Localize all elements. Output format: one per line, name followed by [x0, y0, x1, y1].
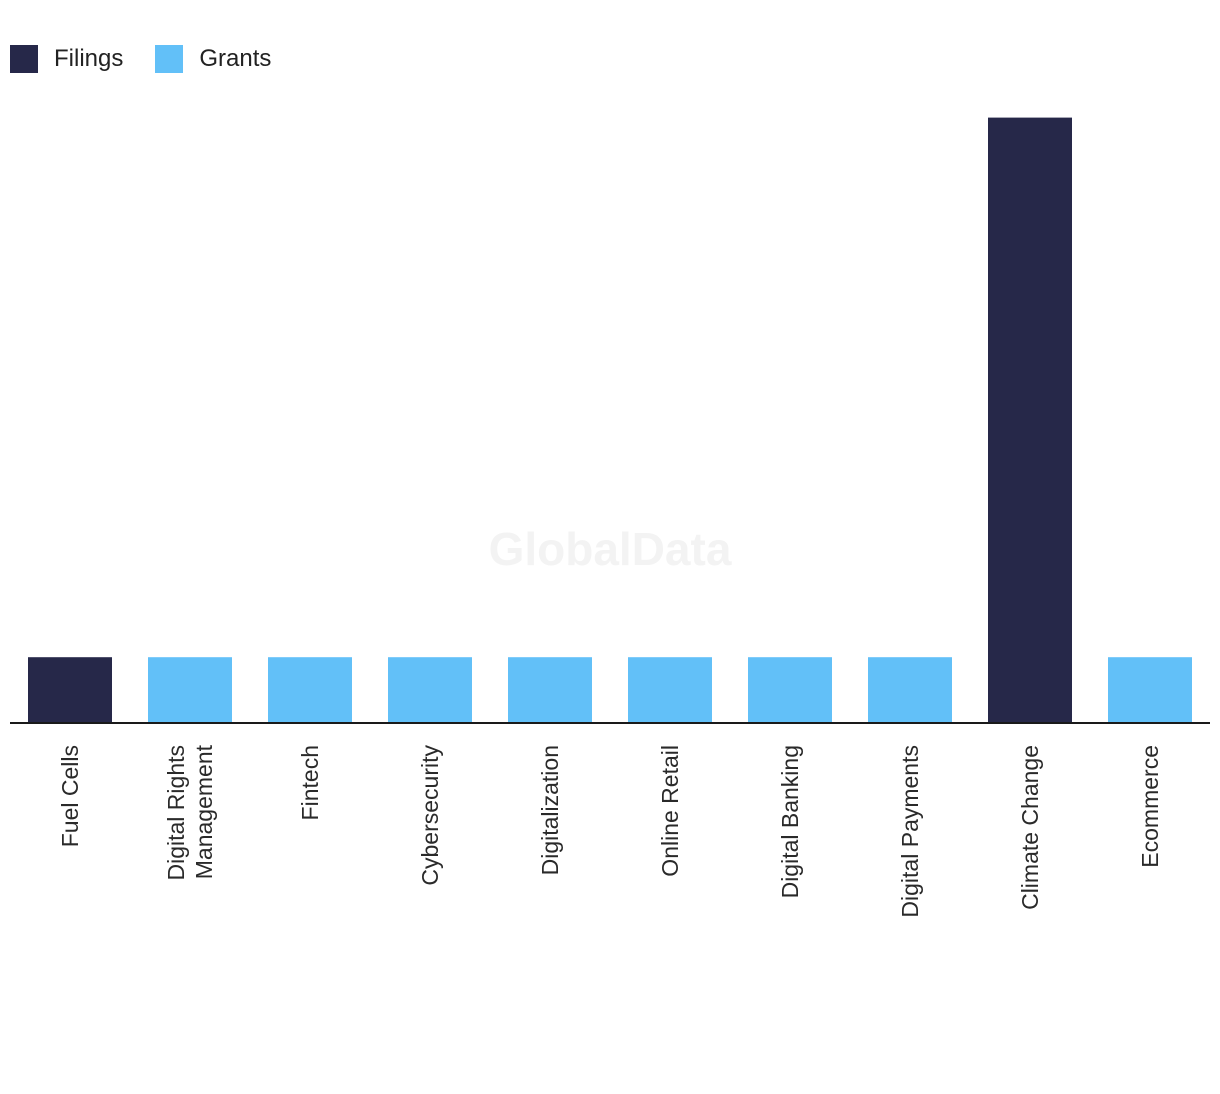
watermark: GlobalData	[489, 523, 732, 575]
x-tick-label: Digital RightsManagement	[163, 744, 217, 880]
bar-fuel-cells	[28, 657, 112, 723]
legend-swatch-filings	[10, 45, 38, 73]
bar-digital-payments	[868, 657, 952, 723]
bar-ecommerce	[1108, 657, 1192, 723]
bars-group	[28, 117, 1192, 724]
x-tick-label: Cybersecurity	[417, 745, 443, 886]
x-tick-label-line: Ecommerce	[1137, 745, 1163, 868]
legend-label-grants: Grants	[199, 45, 272, 72]
x-tick-label: Digital Banking	[777, 745, 803, 898]
x-tick-label-line: Digital Banking	[777, 745, 803, 898]
x-tick-labels: Fuel Cells Digital RightsManagement Fintec…	[57, 744, 1163, 917]
x-tick-label-line: Digital Payments	[897, 745, 923, 918]
bar-digitalization	[508, 657, 592, 723]
x-tick-label-line: Management	[191, 744, 217, 879]
x-tick-label-line: Fintech	[297, 745, 323, 820]
x-tick-label: Digital Payments	[897, 745, 923, 918]
bar-digital-rights-management	[148, 657, 232, 723]
x-tick-label-line: Digitalization	[537, 745, 563, 875]
bar-fintech	[268, 657, 352, 723]
legend: Filings Grants	[10, 44, 303, 74]
x-tick-label: Fintech	[297, 745, 323, 820]
bar-climate-change	[988, 117, 1072, 724]
x-tick-label-line: Digital Rights	[163, 745, 189, 881]
bar-online-retail	[628, 657, 712, 723]
x-tick-label-line: Cybersecurity	[417, 745, 443, 886]
x-tick-label: Climate Change	[1017, 745, 1043, 910]
x-tick-label-line: Climate Change	[1017, 745, 1043, 910]
x-tick-label-line: Online Retail	[657, 745, 683, 877]
legend-swatch-grants	[155, 45, 184, 73]
x-tick-label: Digitalization	[537, 745, 563, 875]
bar-cybersecurity	[388, 657, 472, 723]
legend-item-filings: Filings	[10, 45, 123, 73]
x-tick-label: Online Retail	[657, 745, 683, 877]
bar-digital-banking	[748, 657, 832, 723]
x-tick-label: Fuel Cells	[57, 745, 83, 847]
legend-label-filings: Filings	[54, 45, 124, 72]
x-tick-label-line: Fuel Cells	[57, 745, 83, 847]
x-tick-label: Ecommerce	[1137, 745, 1163, 868]
legend-item-grants: Grants	[155, 45, 271, 73]
